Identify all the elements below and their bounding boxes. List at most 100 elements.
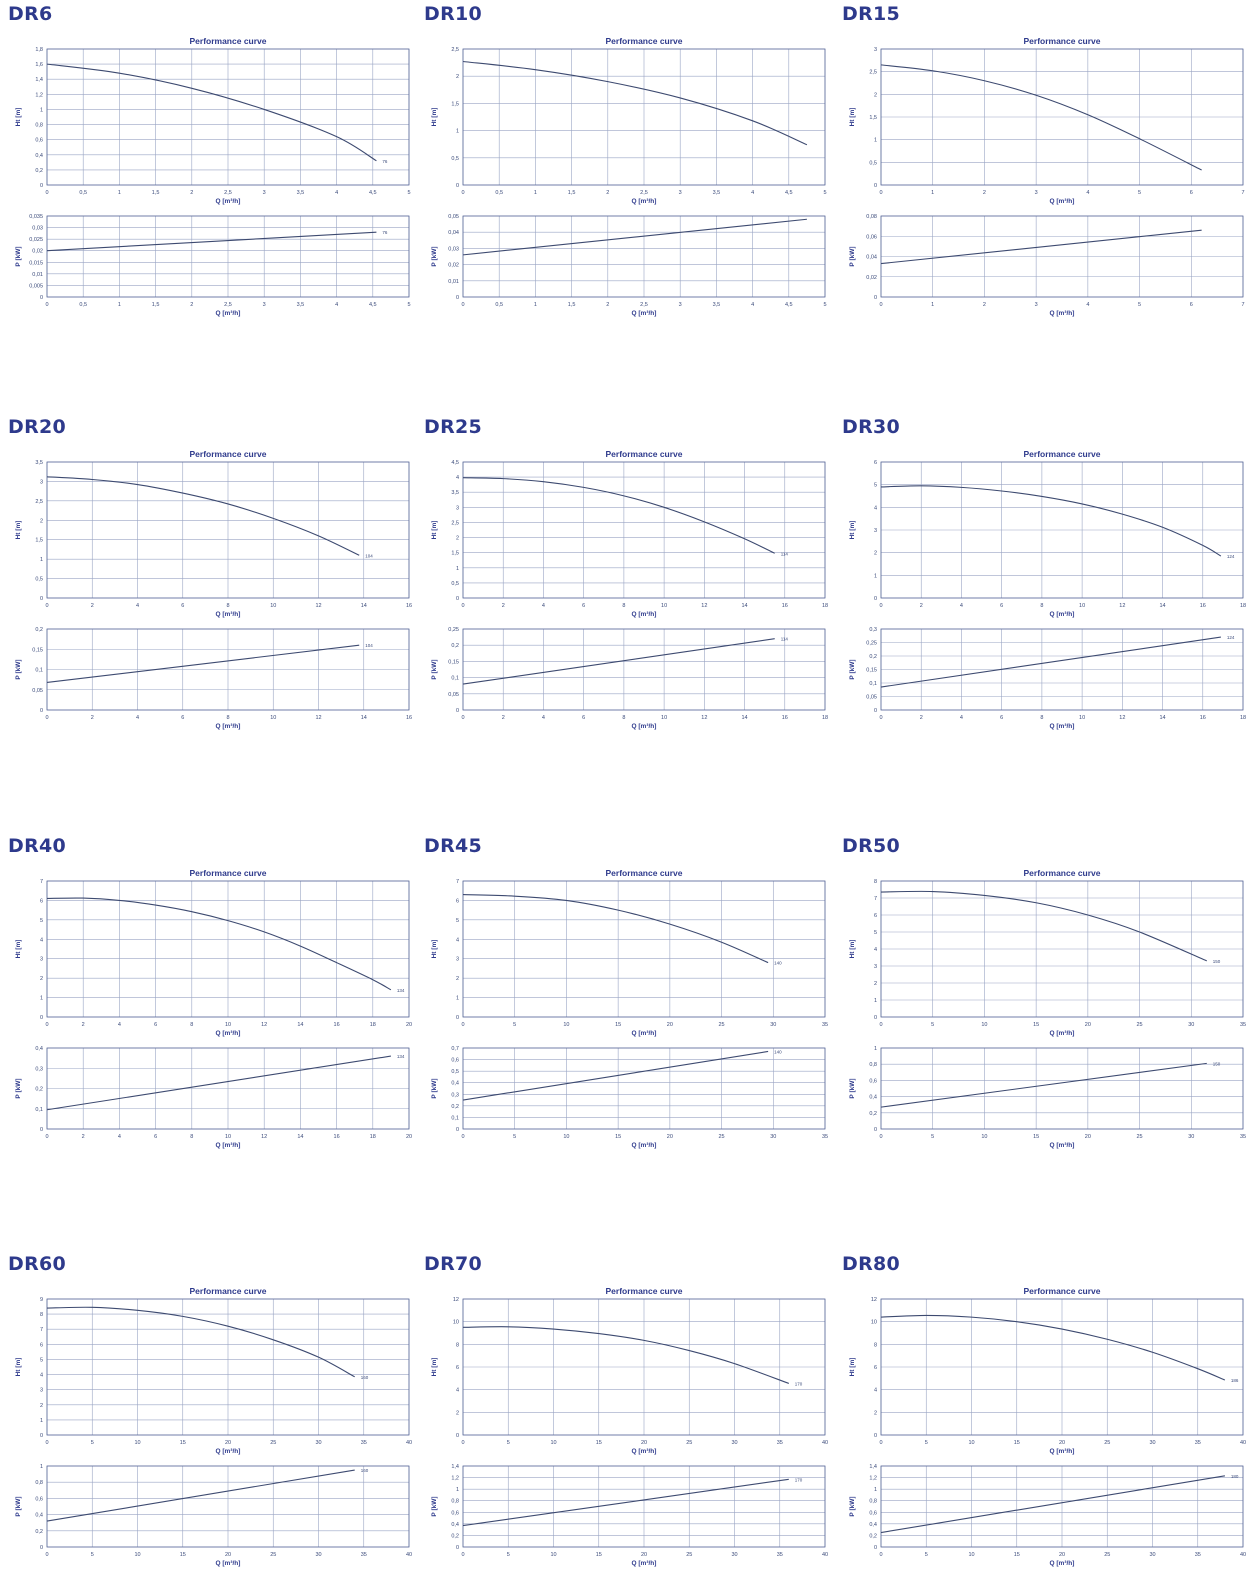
y-tick-label: 1,4 [869, 1464, 877, 1470]
y-axis-label: Ht [m] [431, 521, 438, 540]
y-tick-label: 3 [456, 957, 459, 963]
head-curve [46, 1306, 355, 1378]
x-tick-label: 10 [1079, 715, 1085, 721]
y-tick-label: 0 [456, 1015, 459, 1021]
x-tick-label: 0 [461, 1552, 464, 1558]
head-panel: 0 2 4 6 8 10 12 0 5 10 15 20 25 30 35 40 186 Ht [m] [849, 1297, 1246, 1446]
x-tick-label: 2 [983, 190, 986, 196]
power-curve [46, 1469, 355, 1522]
x-tick-label: 1,5 [568, 190, 576, 196]
x-tick-label: 2 [502, 715, 505, 721]
y-tick-label: 0,05 [32, 688, 43, 694]
x-tick-label: 1 [118, 190, 121, 196]
y-tick-label: 2,5 [451, 520, 459, 526]
y-tick-label: 3 [874, 964, 877, 970]
pump-model-title: DR25 [424, 416, 483, 438]
x-tick-label: 10 [225, 1134, 231, 1140]
x-tick-label: 4 [960, 603, 963, 609]
x-tick-label: 2 [606, 190, 609, 196]
performance-curve-title: Performance curve [189, 36, 266, 46]
y-tick-label: 6 [874, 460, 877, 466]
y-axis-label: Ht [m] [15, 940, 22, 959]
x-tick-label: 5 [513, 1022, 516, 1028]
y-tick-label: 5 [40, 918, 43, 924]
y-tick-label: 0,2 [869, 1533, 877, 1539]
x-tick-label: 0 [461, 1134, 464, 1140]
x-tick-label: 0,5 [79, 190, 87, 196]
x-tick-label: 18 [822, 715, 828, 721]
x-tick-label: 3 [1035, 302, 1038, 308]
x-tick-label: 14 [1159, 715, 1165, 721]
power-curve [462, 1050, 769, 1101]
y-tick-label: 0,8 [451, 1499, 459, 1505]
y-tick-label: 0,035 [29, 214, 43, 220]
y-tick-label: 0,05 [448, 692, 459, 698]
performance-curve-title: Performance curve [189, 1286, 266, 1296]
x-tick-label: 4 [1086, 190, 1089, 196]
head-panel: 0 1 2 3 4 5 6 7 0 5 10 15 20 25 30 35 140 Ht [m] [431, 879, 828, 1028]
plot-frame [880, 1047, 1244, 1130]
y-axis-label: P [kW] [431, 1078, 438, 1098]
head-curve [462, 894, 769, 964]
x-tick-label: 16 [334, 1134, 340, 1140]
performance-curve-title: Performance curve [189, 868, 266, 878]
x-tick-label: 25 [686, 1552, 692, 1558]
x-tick-label: 3,5 [713, 190, 721, 196]
x-tick-label: 0 [461, 603, 464, 609]
x-tick-label: 2,5 [640, 190, 648, 196]
y-tick-label: 0,015 [29, 260, 43, 266]
y-tick-label: 3 [40, 1388, 43, 1394]
x-tick-label: 10 [563, 1134, 569, 1140]
x-tick-label: 20 [1085, 1134, 1091, 1140]
x-tick-label: 0 [461, 190, 464, 196]
x-tick-label: 0,5 [495, 190, 503, 196]
y-tick-label: 0,2 [35, 627, 43, 633]
y-tick-label: 0 [456, 1433, 459, 1439]
x-tick-label: 5 [1138, 302, 1141, 308]
curve-end-label: 124 [1227, 635, 1235, 640]
x-tick-label: 12 [315, 715, 321, 721]
x-tick-label: 5 [513, 1134, 516, 1140]
x-tick-label: 3 [263, 302, 266, 308]
y-tick-label: 1 [874, 138, 877, 144]
y-tick-label: 5 [40, 1357, 43, 1363]
curve-end-label: 170 [795, 1477, 803, 1482]
y-tick-label: 0,03 [448, 246, 459, 252]
x-tick-label: 15 [1014, 1552, 1020, 1558]
x-tick-label: 20 [406, 1022, 412, 1028]
y-axis-label: P [kW] [849, 1078, 856, 1098]
x-tick-label: 15 [180, 1440, 186, 1446]
x-tick-label: 1,5 [568, 302, 576, 308]
x-tick-label: 5 [925, 1440, 928, 1446]
y-tick-label: 1 [40, 1464, 43, 1470]
x-tick-label: 18 [822, 603, 828, 609]
y-tick-label: 4 [40, 937, 43, 943]
y-tick-label: 10 [453, 1320, 459, 1326]
y-axis-label: P [kW] [431, 659, 438, 679]
x-tick-label: 12 [315, 603, 321, 609]
power-panel: 0 0,2 0,4 0,6 0,8 1 1,2 1,4 0 5 10 15 20 25 30 35 40 170 P… [431, 1464, 828, 1558]
performance-chart-svg: Performance curve 0 0,5 1 1,5 2 2,5 3 3,5 0 2 4 6 8 10… [15, 449, 412, 730]
x-tick-label: 5 [91, 1440, 94, 1446]
x-tick-label: 1 [534, 302, 537, 308]
y-tick-label: 2,5 [35, 499, 43, 505]
y-tick-label: 1,5 [451, 551, 459, 557]
y-tick-label: 0,1 [451, 1115, 459, 1121]
y-tick-label: 4 [456, 475, 459, 481]
y-tick-label: 0 [874, 295, 877, 301]
x-tick-label: 18 [370, 1134, 376, 1140]
performance-chart-svg: Performance curve 0 0,5 1 1,5 2 2,5 0 0,5 1 1,5 2 2,… [431, 36, 827, 317]
x-tick-label: 4,5 [785, 302, 793, 308]
pump-chart-dr40: DR40 Performance curve 0 1 2 3 4 5 6 7 0 2 4 6 8 10 12 14… [8, 835, 423, 1165]
x-tick-label: 25 [1104, 1552, 1110, 1558]
y-tick-label: 0,2 [35, 168, 43, 174]
power-curve [46, 644, 360, 684]
x-axis-label: Q [m³/h] [632, 1142, 657, 1149]
y-tick-label: 0,06 [866, 234, 877, 240]
y-tick-label: 5 [456, 918, 459, 924]
x-tick-label: 30 [1188, 1134, 1194, 1140]
